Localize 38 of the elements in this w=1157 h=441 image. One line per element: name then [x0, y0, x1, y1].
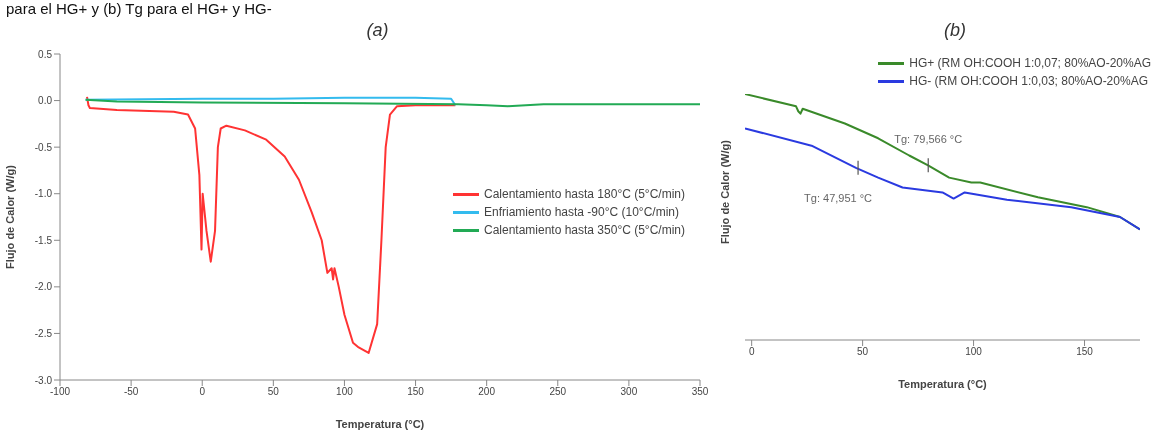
- x-tick-label: 250: [549, 386, 567, 398]
- x-axis-title: Temperatura (°C): [335, 418, 425, 430]
- legend-label: Calentamiento hasta 350°C (5°C/min): [483, 222, 685, 239]
- chart-title: (a): [365, 20, 390, 42]
- x-tick-label: 100: [965, 346, 983, 358]
- x-tick-label: 0: [199, 386, 206, 398]
- y-tick-label: -2.0: [34, 281, 53, 293]
- y-tick-label: 0.0: [38, 95, 53, 107]
- y-tick-label: -0.5: [34, 141, 53, 153]
- annotation: Tg: 47,951 °C: [804, 191, 873, 204]
- x-tick-label: -100: [49, 386, 71, 398]
- annotation: Tg: 79,566 °C: [894, 133, 963, 146]
- line-series: [84, 98, 700, 108]
- x-tick-label: 150: [1076, 346, 1094, 358]
- x-tick-label: 200: [478, 386, 496, 398]
- x-tick-label: 150: [407, 386, 425, 398]
- line-series: [86, 95, 457, 354]
- x-tick-label: 50: [857, 346, 869, 358]
- legend-label: Calentamiento hasta 180°C (5°C/min): [483, 186, 685, 203]
- legend-label: HG- (RM OH:COOH 1:0,03; 80%AO-20%AG: [909, 73, 1148, 90]
- x-tick-label: -50: [123, 386, 139, 398]
- x-tick-label: 300: [620, 386, 638, 398]
- x-tick-label: 0: [748, 346, 755, 358]
- text: para el HG+ y (b) Tg para el HG+ y HG-: [6, 0, 272, 17]
- x-axis-title: Temperatura (°C): [898, 378, 988, 390]
- chart-title: (b): [943, 20, 967, 42]
- x-tick-label: 50: [267, 386, 280, 398]
- legend-label: Enfriamiento hasta -90°C (10°C/min): [483, 204, 679, 221]
- x-tick-label: 350: [691, 386, 709, 398]
- y-tick-label: 0.5: [38, 48, 53, 60]
- y-tick-label: -2.5: [34, 327, 53, 339]
- x-tick-label: 100: [336, 386, 354, 398]
- y-tick-label: -1.0: [34, 188, 53, 200]
- legend-label: HG+ (RM OH:COOH 1:0,07; 80%AO-20%AG: [909, 55, 1151, 72]
- y-tick-label: -3.0: [34, 374, 53, 386]
- y-tick-label: -1.5: [34, 234, 53, 246]
- y-axis-title: Flujo de Calor (W/g): [719, 140, 732, 244]
- y-axis-title: Flujo de Calor (W/g): [3, 164, 16, 269]
